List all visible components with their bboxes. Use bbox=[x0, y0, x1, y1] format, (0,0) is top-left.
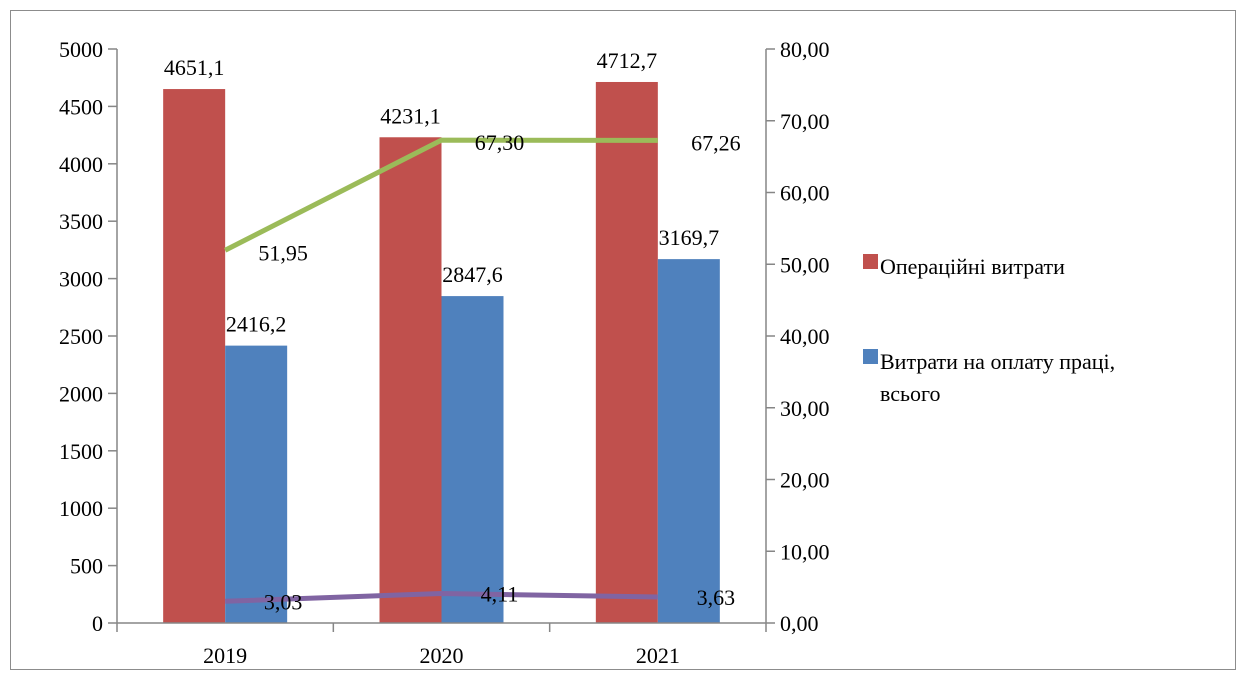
right-axis-tick-label: 50,00 bbox=[780, 252, 830, 277]
legend-label: Витрати на оплату праці, bbox=[880, 349, 1115, 374]
right-axis-tick-label: 40,00 bbox=[780, 324, 830, 349]
line-data-label: 51,95 bbox=[258, 240, 308, 265]
left-axis-tick-label: 2500 bbox=[59, 324, 103, 349]
left-axis-tick-label: 1000 bbox=[59, 496, 103, 521]
x-axis-tick-label: 2019 bbox=[203, 643, 247, 668]
line-series-upper bbox=[224, 137, 658, 253]
bar-operating-costs-2021 bbox=[595, 81, 658, 623]
bar-labor-costs-2020 bbox=[441, 296, 504, 623]
line-data-label: 67,26 bbox=[691, 130, 741, 155]
bar-data-label: 2416,2 bbox=[226, 312, 287, 337]
right-axis-tick-label: 0,00 bbox=[780, 611, 819, 636]
left-axis-tick-label: 0 bbox=[92, 611, 103, 636]
right-axis-tick-label: 80,00 bbox=[780, 37, 830, 62]
bar-operating-costs-2019 bbox=[163, 89, 226, 624]
bar-labor-costs-2021 bbox=[657, 259, 720, 623]
legend-swatch bbox=[863, 254, 878, 269]
left-axis-tick-label: 3500 bbox=[59, 209, 103, 234]
chart-frame: 0 500 1000 1500 2000 2500 3000 3500 4000 4500 5000… bbox=[10, 10, 1236, 670]
bar-data-label: 2847,6 bbox=[442, 262, 503, 287]
bar-data-label: 4231,1 bbox=[380, 103, 441, 128]
right-axis-tick-label: 10,00 bbox=[780, 539, 830, 564]
right-axis-tick-label: 30,00 bbox=[780, 396, 830, 421]
line-data-label: 4,11 bbox=[481, 582, 519, 607]
x-axis-tick-label: 2020 bbox=[420, 643, 464, 668]
bar-data-label: 3169,7 bbox=[659, 225, 720, 250]
bar-data-label: 4712,7 bbox=[597, 48, 658, 73]
bar-labor-costs-2019 bbox=[225, 345, 288, 623]
line-data-label: 67,30 bbox=[475, 130, 525, 155]
legend-swatch bbox=[863, 349, 878, 364]
right-axis-tick-label: 20,00 bbox=[780, 468, 830, 493]
bar-operating-costs-2020 bbox=[379, 137, 442, 623]
right-axis-tick-label: 60,00 bbox=[780, 181, 830, 206]
combo-chart: 0 500 1000 1500 2000 2500 3000 3500 4000 4500 5000… bbox=[59, 37, 1115, 668]
line-data-label: 3,03 bbox=[264, 589, 303, 614]
left-axis-tick-label: 1500 bbox=[59, 439, 103, 464]
left-axis-tick-label: 5000 bbox=[59, 37, 103, 62]
left-axis-tick-label: 4000 bbox=[59, 152, 103, 177]
left-axis-tick-label: 4500 bbox=[59, 94, 103, 119]
left-axis-tick-label: 500 bbox=[70, 554, 103, 579]
left-axis-tick-label: 3000 bbox=[59, 267, 103, 292]
line-series-lower bbox=[225, 591, 658, 604]
legend-label: Операційні витрати bbox=[880, 254, 1065, 279]
line-data-label: 3,63 bbox=[697, 585, 736, 610]
right-axis-tick-label: 70,00 bbox=[780, 109, 830, 134]
bar-data-label: 4651,1 bbox=[164, 55, 225, 80]
x-axis-tick-label: 2021 bbox=[636, 643, 680, 668]
left-axis-tick-label: 2000 bbox=[59, 381, 103, 406]
legend-label: всього bbox=[880, 381, 941, 406]
